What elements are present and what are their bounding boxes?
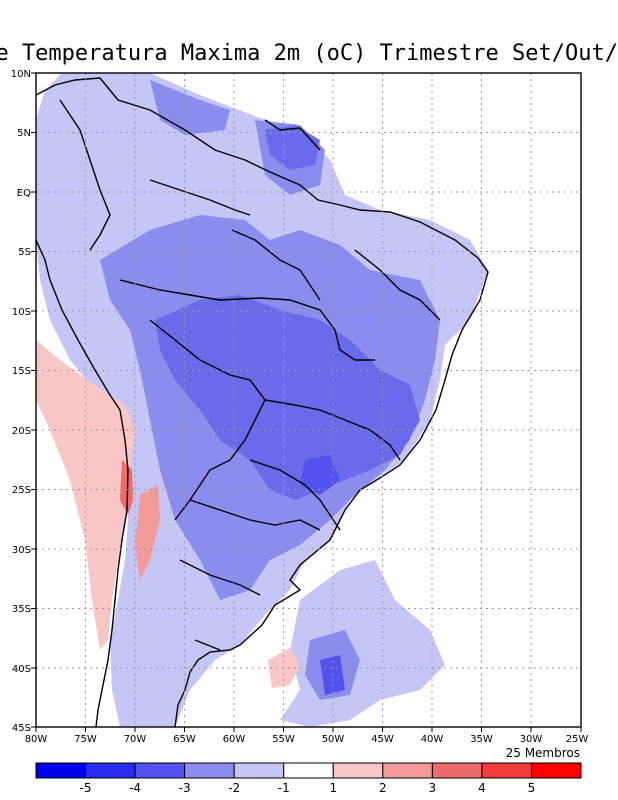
- lat-label: 45S: [12, 723, 31, 734]
- colorbar-label: 2: [379, 781, 387, 795]
- lat-label: 30S: [12, 545, 31, 556]
- colorbar-swatch: [431, 762, 483, 779]
- lat-label: 10S: [12, 307, 31, 318]
- colorbar-label: 3: [429, 781, 437, 795]
- anomaly-field: [36, 73, 488, 727]
- colorbar-swatch: [134, 762, 186, 779]
- map-title: Anomalia de Temperatura Maxima 2m (oC) T…: [0, 41, 618, 66]
- latitude-labels: 10N 5N EQ 5S 10S 15S 20S 25S 30S 35S 40S…: [11, 69, 31, 734]
- lon-label: 25W: [566, 734, 589, 745]
- lat-label: 35S: [12, 604, 31, 615]
- colorbar-swatch: [481, 762, 532, 779]
- colorbar-labels: -5 -4 -3 -2 -1 1 2 3 4 5: [80, 781, 536, 795]
- lon-label: 40W: [421, 734, 444, 745]
- anomaly-zone-strong-north: [265, 125, 320, 170]
- colorbar-label: -2: [228, 781, 240, 795]
- lon-label: 65W: [173, 734, 196, 745]
- lon-label: 55W: [272, 734, 295, 745]
- lat-label: 10N: [11, 69, 31, 80]
- colorbar-label: 1: [329, 781, 337, 795]
- colorbar-label: -1: [278, 781, 290, 795]
- colorbar-swatch: [530, 762, 582, 779]
- anomaly-zone-warm-core: [120, 460, 133, 515]
- colorbar: [35, 762, 582, 779]
- lon-label: 30W: [520, 734, 543, 745]
- country-borders: [36, 77, 489, 727]
- lon-label: 45W: [371, 734, 394, 745]
- lat-label: 15S: [12, 366, 31, 377]
- colorbar-label: -5: [80, 781, 92, 795]
- axis-ticks: [31, 72, 582, 732]
- graticule: [36, 73, 581, 727]
- lat-label: 20S: [12, 426, 31, 437]
- lon-label: 70W: [124, 734, 147, 745]
- colorbar-swatch: [233, 762, 285, 779]
- lat-label: EQ: [17, 188, 31, 199]
- anomaly-zone-strong-sp: [300, 455, 340, 495]
- lat-label: 25S: [12, 485, 31, 496]
- lon-label: 35W: [470, 734, 493, 745]
- lon-label: 50W: [322, 734, 345, 745]
- anomaly-zone-strong: [155, 295, 420, 500]
- lon-label: 60W: [223, 734, 246, 745]
- colorbar-swatch: [382, 762, 433, 779]
- colorbar-label: -4: [129, 781, 141, 795]
- lon-label: 80W: [25, 734, 48, 745]
- lat-label: 5N: [17, 128, 31, 139]
- longitude-labels: 80W 75W 70W 65W 60W 55W 50W 45W 40W 35W …: [25, 734, 589, 745]
- colorbar-label: 5: [528, 781, 536, 795]
- colorbar-swatch: [283, 762, 334, 779]
- colorbar-label: -3: [179, 781, 191, 795]
- colorbar-swatch: [332, 762, 384, 779]
- colorbar-swatch: [184, 762, 235, 779]
- members-note: 25 Membros: [506, 746, 580, 760]
- anomaly-zone-warm-andes: [135, 485, 160, 580]
- colorbar-swatch: [35, 762, 87, 779]
- lon-label: 75W: [74, 734, 97, 745]
- plot-frame: [35, 72, 582, 728]
- lat-label: 5S: [18, 247, 31, 258]
- colorbar-swatch: [85, 762, 136, 779]
- lat-label: 40S: [12, 664, 31, 675]
- colorbar-label: 4: [478, 781, 486, 795]
